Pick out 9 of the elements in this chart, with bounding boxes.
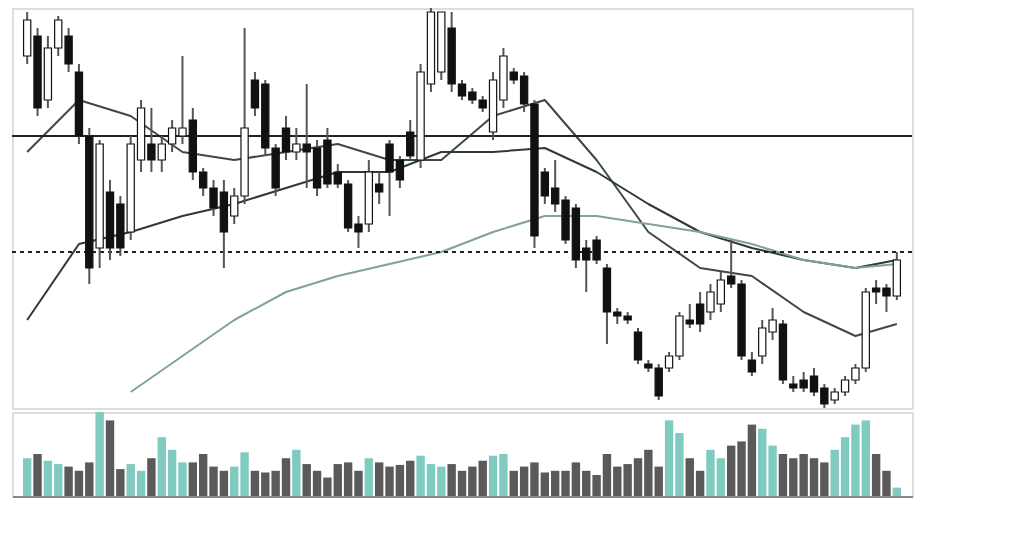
bar: [95, 412, 104, 496]
bar: [892, 487, 902, 496]
bar: [33, 454, 42, 496]
bar: [292, 449, 301, 496]
bar: [22, 458, 32, 496]
bar: [364, 458, 374, 496]
candlestick: [747, 351, 757, 377]
candlestick: [633, 327, 643, 365]
bar: [147, 458, 156, 496]
